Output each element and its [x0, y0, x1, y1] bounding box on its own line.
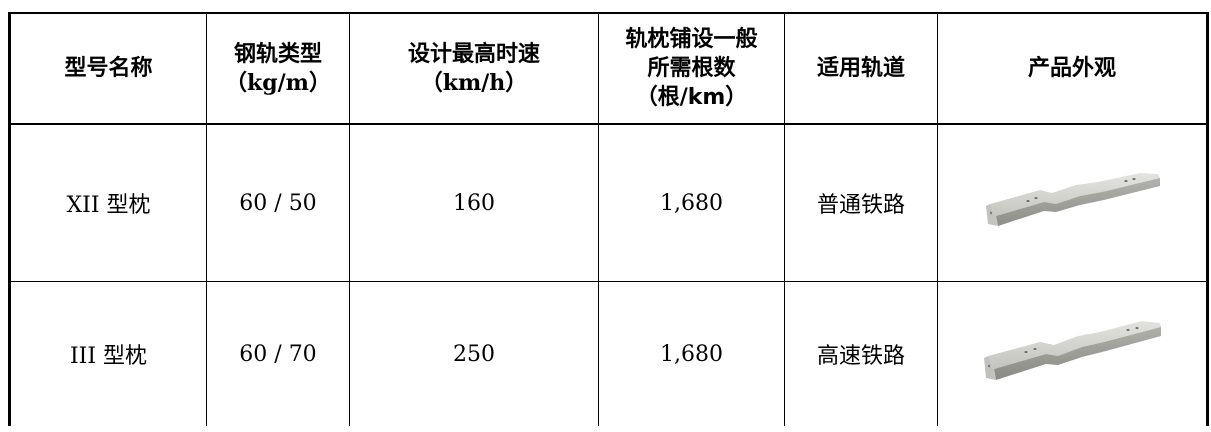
cell-design-speed: 250 — [349, 281, 599, 426]
cell-track: 高速铁路 — [784, 281, 938, 426]
cell-model: XII 型枕 — [8, 123, 207, 282]
header-rail-type-label: 钢轨类型 — [233, 41, 322, 67]
header-track-label: 适用轨道 — [816, 56, 905, 81]
cell-appearance — [937, 281, 1209, 426]
cell-sleepers-per-km: 1,680 — [598, 123, 785, 282]
header-rail-type: 钢轨类型 （kg/m） — [206, 12, 350, 125]
header-sleepers-per-km: 轨枕铺设一般 所需根数 （根/km） — [598, 12, 785, 125]
sleepers-per-km-value: 1,680 — [660, 341, 723, 367]
header-design-speed-unit: （km/h） — [420, 69, 528, 96]
table-row: XII 型枕 60 / 50 160 1,680 普通铁路 — [8, 123, 1209, 282]
cell-rail-type: 60 / 70 — [206, 281, 350, 426]
sleepers-per-km-value: 1,680 — [660, 190, 723, 216]
header-appearance: 产品外观 — [937, 12, 1209, 125]
header-design-speed-label: 设计最高时速 — [407, 41, 540, 67]
header-model-label: 型号名称 — [64, 56, 153, 81]
header-sleepers-unit: （根/km） — [635, 85, 748, 110]
header-sleepers-line-2: 所需根数 — [647, 56, 736, 81]
cell-appearance — [937, 123, 1209, 282]
concrete-sleeper-image — [984, 321, 1161, 380]
cell-model: III 型枕 — [8, 281, 207, 426]
cell-design-speed: 160 — [349, 123, 599, 282]
header-track: 适用轨道 — [784, 12, 938, 125]
sleeper-spec-table: 型号名称 钢轨类型 （kg/m） 设计最高时速 （km/h） 轨枕铺设一般 所需… — [8, 12, 1209, 426]
rail-type-value: 60 / 50 — [239, 190, 317, 216]
cell-track: 普通铁路 — [784, 123, 938, 282]
header-design-speed: 设计最高时速 （km/h） — [349, 12, 599, 125]
concrete-sleeper-image — [986, 173, 1160, 226]
table-header-row: 型号名称 钢轨类型 （kg/m） 设计最高时速 （km/h） 轨枕铺设一般 所需… — [8, 12, 1209, 125]
header-model: 型号名称 — [8, 12, 207, 125]
track-type-value: 普通铁路 — [816, 193, 905, 218]
model-name: III 型枕 — [69, 344, 148, 369]
track-type-value: 高速铁路 — [816, 344, 905, 369]
header-appearance-label: 产品外观 — [1027, 56, 1116, 81]
table-row: III 型枕 60 / 70 250 1,680 高速铁路 — [8, 281, 1209, 426]
model-name: XII 型枕 — [66, 193, 151, 218]
design-speed-value: 250 — [453, 341, 495, 367]
header-rail-type-unit: （kg/m） — [225, 69, 331, 96]
cell-rail-type: 60 / 50 — [206, 123, 350, 282]
cell-sleepers-per-km: 1,680 — [598, 281, 785, 426]
rail-type-value: 60 / 70 — [239, 341, 317, 367]
header-sleepers-line-1: 轨枕铺设一般 — [625, 27, 758, 52]
spec-table-container: 型号名称 钢轨类型 （kg/m） 设计最高时速 （km/h） 轨枕铺设一般 所需… — [8, 12, 1209, 432]
design-speed-value: 160 — [453, 190, 495, 216]
